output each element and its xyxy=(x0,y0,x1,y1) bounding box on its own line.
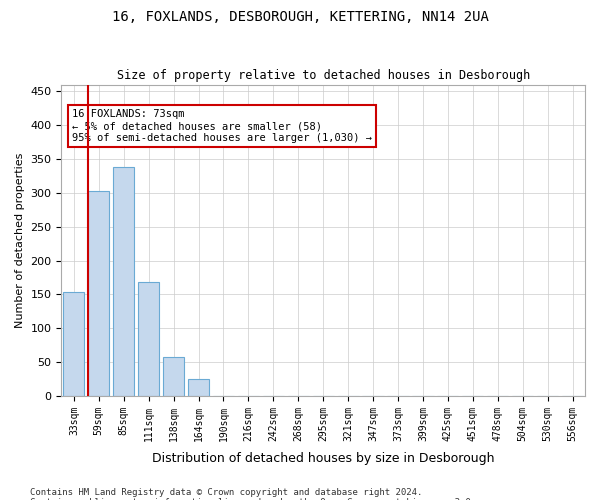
X-axis label: Distribution of detached houses by size in Desborough: Distribution of detached houses by size … xyxy=(152,452,494,465)
Bar xyxy=(63,292,85,396)
Text: 16, FOXLANDS, DESBOROUGH, KETTERING, NN14 2UA: 16, FOXLANDS, DESBOROUGH, KETTERING, NN1… xyxy=(112,10,488,24)
Bar xyxy=(113,167,134,396)
Text: 16 FOXLANDS: 73sqm
← 5% of detached houses are smaller (58)
95% of semi-detached: 16 FOXLANDS: 73sqm ← 5% of detached hous… xyxy=(72,110,372,142)
Text: Contains public sector information licensed under the Open Government Licence v3: Contains public sector information licen… xyxy=(30,498,476,500)
Text: Contains HM Land Registry data © Crown copyright and database right 2024.: Contains HM Land Registry data © Crown c… xyxy=(30,488,422,497)
Bar xyxy=(88,191,109,396)
Y-axis label: Number of detached properties: Number of detached properties xyxy=(15,152,25,328)
Bar xyxy=(163,358,184,396)
Title: Size of property relative to detached houses in Desborough: Size of property relative to detached ho… xyxy=(116,69,530,82)
Bar xyxy=(138,282,159,396)
Bar xyxy=(188,379,209,396)
